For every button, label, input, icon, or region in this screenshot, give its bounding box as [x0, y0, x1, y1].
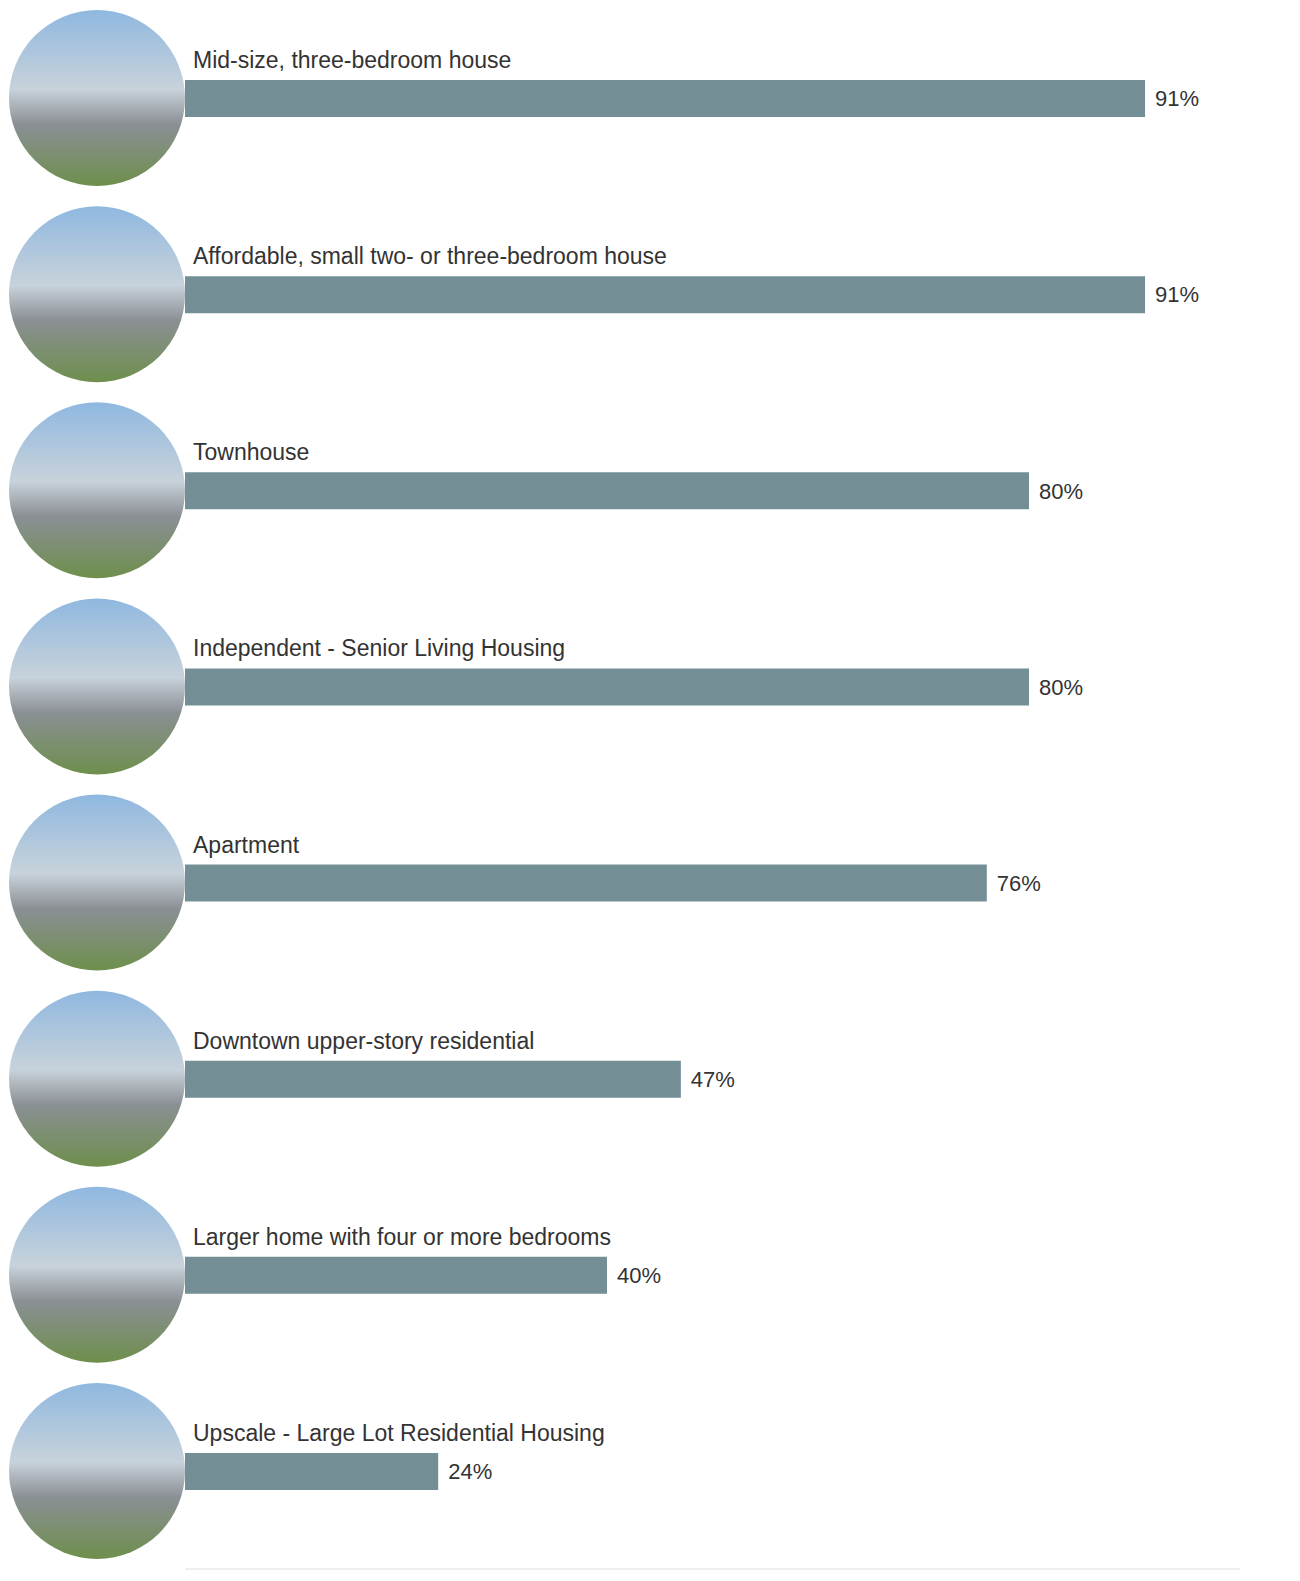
- svg-text:91%: 91%: [1155, 86, 1199, 111]
- svg-text:80%: 80%: [1039, 675, 1083, 700]
- svg-text:Mid-size, three-bedroom house: Mid-size, three-bedroom house: [193, 47, 511, 73]
- svg-text:Apartment: Apartment: [193, 832, 300, 858]
- svg-text:76%: 76%: [997, 871, 1041, 896]
- svg-text:80%: 80%: [1039, 479, 1083, 504]
- svg-text:91%: 91%: [1155, 282, 1199, 307]
- svg-text:Upscale - Large Lot Residentia: Upscale - Large Lot Residential Housing: [193, 1420, 605, 1446]
- svg-text:Townhouse: Townhouse: [193, 439, 309, 465]
- svg-text:47%: 47%: [691, 1067, 735, 1092]
- svg-text:40%: 40%: [617, 1263, 661, 1288]
- svg-text:24%: 24%: [448, 1459, 492, 1484]
- svg-text:Affordable, small two- or thre: Affordable, small two- or three-bedroom …: [193, 243, 667, 269]
- svg-text:Downtown upper-story residenti: Downtown upper-story residential: [193, 1028, 534, 1054]
- svg-text:Independent - Senior Living Ho: Independent - Senior Living Housing: [193, 635, 565, 661]
- svg-text:Larger home with four or more: Larger home with four or more bedrooms: [193, 1224, 611, 1250]
